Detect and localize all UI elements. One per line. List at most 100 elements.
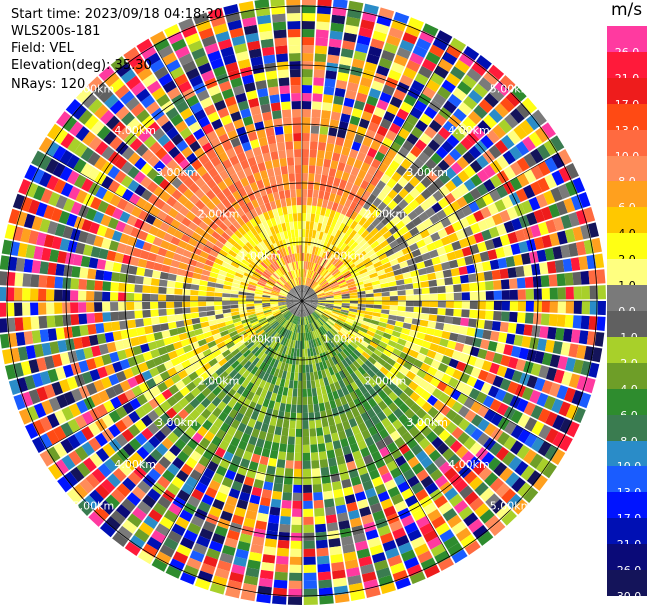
- velocity-gate: [361, 571, 377, 583]
- velocity-gate: [327, 375, 334, 385]
- velocity-gate: [508, 456, 523, 471]
- velocity-gate: [407, 475, 420, 488]
- velocity-gate: [594, 253, 605, 269]
- velocity-gate: [57, 339, 68, 353]
- velocity-gate: [457, 80, 472, 95]
- velocity-gate: [137, 335, 148, 345]
- velocity-gate: [545, 411, 558, 427]
- velocity-gate: [233, 321, 243, 327]
- velocity-gate: [484, 280, 494, 291]
- velocity-gate: [260, 261, 268, 269]
- velocity-gate: [409, 571, 426, 585]
- velocity-gate: [297, 340, 300, 349]
- velocity-gate: [292, 492, 302, 501]
- velocity-gate: [414, 72, 429, 86]
- velocity-gate: [437, 159, 450, 172]
- velocity-gate: [256, 253, 265, 262]
- velocity-gate: [308, 331, 313, 341]
- velocity-gate: [438, 254, 449, 263]
- velocity-gate: [339, 350, 348, 359]
- velocity-gate: [357, 265, 366, 272]
- velocity-gate: [575, 241, 587, 256]
- velocity-gate: [294, 340, 298, 349]
- velocity-gate: [362, 480, 374, 491]
- velocity-gate: [367, 147, 378, 159]
- velocity-gate: [85, 358, 97, 371]
- velocity-gate: [43, 234, 55, 248]
- velocity-gate: [319, 595, 334, 605]
- velocity-gate: [215, 313, 224, 320]
- velocity-gate: [348, 266, 358, 273]
- velocity-gate: [407, 529, 422, 542]
- velocity-gate: [185, 211, 196, 222]
- velocity-gate: [331, 432, 340, 442]
- velocity-gate: [81, 411, 95, 425]
- velocity-gate: [302, 141, 310, 150]
- velocity-gate: [276, 360, 283, 370]
- velocity-gate: [101, 353, 112, 366]
- velocity-gate: [392, 348, 402, 357]
- velocity-gate: [302, 13, 316, 22]
- velocity-gate: [118, 302, 127, 311]
- velocity-gate: [312, 93, 323, 102]
- velocity-gate: [340, 311, 349, 316]
- velocity-gate: [241, 204, 250, 214]
- velocity-gate: [242, 349, 252, 358]
- velocity-gate: [223, 316, 233, 322]
- velocity-gate: [258, 370, 266, 380]
- velocity-gate: [251, 346, 260, 355]
- velocity-gate: [187, 221, 198, 232]
- velocity-gate: [363, 579, 379, 591]
- velocity-gate: [75, 348, 86, 362]
- velocity-gate: [499, 97, 515, 113]
- velocity-gate: [580, 360, 592, 376]
- velocity-gate: [114, 340, 125, 351]
- velocity-gate: [252, 357, 260, 366]
- velocity-gate: [380, 173, 391, 184]
- velocity-gate: [259, 30, 273, 41]
- velocity-gate: [352, 450, 363, 461]
- velocity-gate: [206, 286, 216, 292]
- velocity-gate: [299, 316, 302, 325]
- velocity-gate: [115, 406, 128, 419]
- velocity-gate: [18, 179, 31, 195]
- velocity-gate: [302, 293, 305, 301]
- velocity-gate: [256, 593, 272, 604]
- velocity-gate: [267, 245, 274, 255]
- velocity-gate: [272, 233, 279, 243]
- velocity-gate: [310, 380, 316, 389]
- velocity-gate: [112, 468, 127, 483]
- velocity-gate: [367, 326, 377, 334]
- velocity-gate: [212, 407, 223, 418]
- velocity-gate: [280, 361, 286, 371]
- velocity-gate: [276, 547, 290, 557]
- velocity-gate: [560, 342, 571, 356]
- velocity-gate: [357, 290, 366, 295]
- velocity-gate: [294, 301, 302, 304]
- velocity-gate: [435, 271, 445, 279]
- velocity-gate: [285, 141, 294, 150]
- velocity-gate: [241, 318, 250, 324]
- velocity-gate: [284, 468, 294, 477]
- velocity-gate: [228, 408, 238, 419]
- velocity-gate: [195, 481, 208, 494]
- velocity-gate: [282, 319, 288, 327]
- velocity-gate: [247, 502, 259, 513]
- velocity-gate: [230, 308, 239, 313]
- velocity-gate: [70, 302, 79, 314]
- velocity-gate: [393, 153, 405, 165]
- velocity-gate: [142, 351, 153, 362]
- velocity-gate: [6, 287, 15, 301]
- velocity-gate: [387, 412, 398, 424]
- velocity-gate: [262, 211, 270, 221]
- velocity-gate: [469, 497, 485, 512]
- velocity-gate: [273, 225, 280, 234]
- velocity-gate: [507, 267, 517, 279]
- velocity-gate: [402, 32, 418, 45]
- velocity-gate: [312, 272, 318, 281]
- velocity-gate: [463, 192, 475, 205]
- velocity-gate: [364, 286, 374, 291]
- velocity-gate: [316, 427, 324, 437]
- velocity-gate: [537, 161, 551, 177]
- velocity-gate: [178, 353, 188, 363]
